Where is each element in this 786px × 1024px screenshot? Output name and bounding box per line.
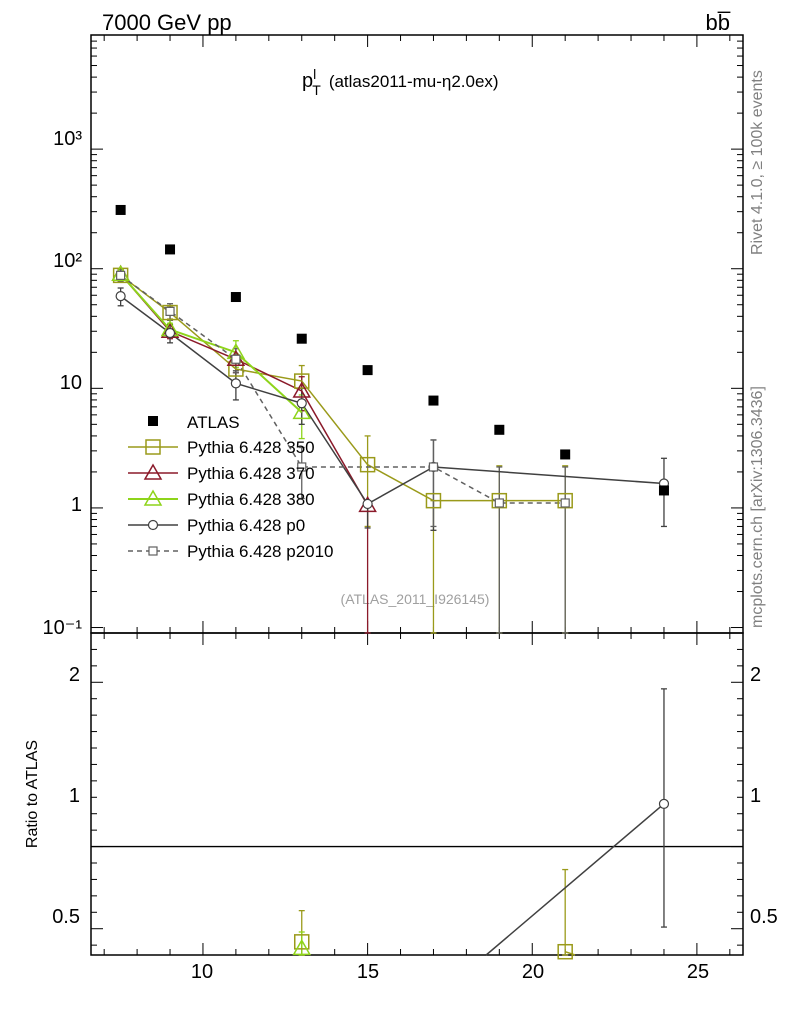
ratio-point-p350 — [557, 943, 573, 960]
ratio-line-p0 — [485, 803, 665, 956]
point-p2010 — [231, 354, 241, 364]
ytick-label-ratio-2: 2 — [69, 664, 80, 686]
point-p380 — [292, 402, 312, 420]
point-p350 — [293, 373, 310, 389]
legend-atlas-label: ATLAS — [187, 413, 240, 432]
ytick-label-ratio-right-0: 0.5 — [750, 906, 778, 928]
ytick-label-ratio-right-2: 2 — [750, 664, 761, 686]
mcplots-label: mcplots.cern.ch [arXiv:1306.3436] — [749, 386, 766, 628]
ytick-label-main-4: 10³ — [53, 128, 82, 150]
point-p0 — [164, 327, 176, 339]
title-rest: (atlas2011-mu-η2.0ex) — [329, 72, 499, 91]
point-atlas — [230, 292, 241, 303]
point-atlas — [494, 424, 505, 435]
ytick-label-ratio-1: 1 — [69, 785, 80, 807]
point-atlas — [115, 204, 126, 215]
point-p0 — [115, 291, 126, 302]
xtick-label-0: 10 — [191, 961, 213, 983]
point-p350 — [112, 267, 129, 284]
error-bars — [117, 268, 667, 956]
rivet-version-label: Rivet 4.1.0, ≥ 100k events — [749, 70, 766, 255]
point-p0 — [362, 498, 373, 510]
legend-p0-label: Pythia 6.428 p0 — [187, 516, 305, 535]
xtick-label-3: 25 — [687, 961, 709, 983]
point-atlas — [296, 333, 307, 344]
legend-p0-marker — [147, 519, 159, 531]
data-markers — [111, 204, 670, 960]
legend-p370-marker — [143, 463, 163, 480]
point-p370 — [292, 381, 312, 398]
legend-p380-label: Pythia 6.428 380 — [187, 490, 315, 509]
legend-p350-marker — [145, 439, 161, 455]
point-p350 — [557, 492, 573, 509]
ratio-ylabel: Ratio to ATLAS — [24, 740, 41, 848]
xtick-label-2: 20 — [522, 961, 544, 983]
point-atlas — [165, 244, 176, 255]
legend-p2010-label: Pythia 6.428 p2010 — [187, 542, 334, 561]
ratio-point-p350 — [293, 934, 310, 950]
legend: ATLAS Pythia 6.428 350 Pythia 6.428 370 … — [128, 413, 334, 561]
ratio-frame — [90, 632, 744, 956]
point-p2010 — [297, 462, 307, 472]
point-p350 — [425, 492, 442, 509]
watermark: (ATLAS_2011_I926145) — [341, 591, 490, 607]
point-p2010 — [116, 270, 126, 280]
point-atlas — [362, 365, 373, 376]
series-line-p380 — [119, 273, 303, 414]
series-lines — [119, 273, 665, 956]
point-p2010 — [428, 462, 439, 472]
title-sub: T — [312, 82, 321, 98]
series-line-p350 — [120, 274, 566, 502]
chart-title: pl T (atlas2011-mu-η2.0ex) — [302, 66, 499, 98]
point-atlas — [560, 449, 571, 460]
point-p0 — [296, 398, 307, 409]
legend-p350-label: Pythia 6.428 350 — [187, 438, 315, 457]
legend-p2010-marker — [148, 546, 158, 556]
point-p2010 — [494, 498, 504, 508]
ytick-label-main-1: 1 — [71, 494, 82, 516]
point-atlas — [428, 395, 439, 406]
ratio-point-p0 — [658, 798, 670, 809]
header-left: 7000 GeV pp — [102, 10, 232, 35]
point-p350 — [359, 456, 376, 473]
ratio-line-p350 — [564, 951, 576, 956]
header-right: bb̅ — [706, 10, 731, 35]
ytick-label-ratio-0: 0.5 — [52, 906, 80, 928]
legend-p370-label: Pythia 6.428 370 — [187, 464, 315, 483]
point-p2010 — [165, 306, 175, 316]
ratio-point-p380 — [292, 938, 312, 956]
title-symbol: p — [302, 70, 313, 92]
point-p350 — [162, 304, 178, 321]
ytick-label-main-3: 10² — [53, 250, 82, 272]
title-sup: l — [313, 66, 316, 82]
ytick-label-main-2: 10 — [60, 372, 82, 394]
ytick-label-ratio-right-1: 1 — [750, 785, 761, 807]
point-p350 — [491, 492, 508, 509]
legend-p380-marker — [143, 489, 163, 506]
point-atlas — [658, 485, 669, 496]
point-p0 — [230, 378, 241, 389]
point-p2010 — [560, 498, 570, 508]
legend-atlas-marker — [148, 416, 158, 426]
ytick-label-main-0: 10⁻¹ — [43, 617, 83, 639]
xtick-label-1: 15 — [357, 961, 379, 983]
axis-ticks — [91, 34, 743, 955]
